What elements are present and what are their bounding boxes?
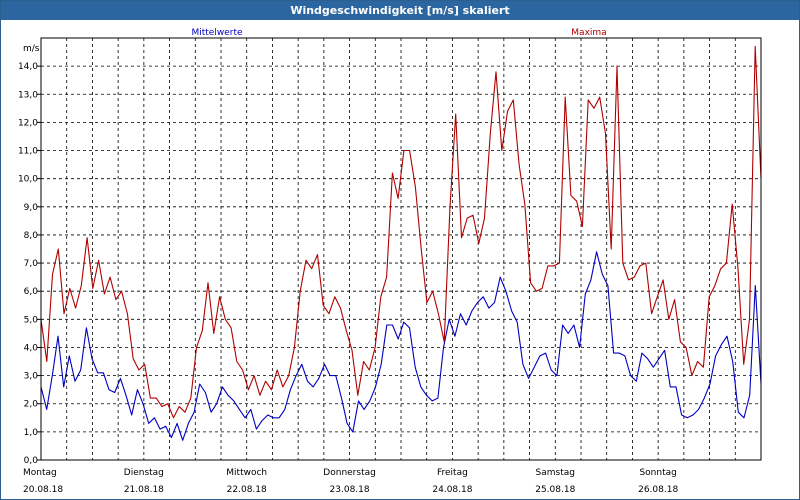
y-tick-label: 7,0 — [24, 259, 39, 269]
y-tick-label: 11,0 — [18, 147, 38, 157]
y-tick-label: 3,0 — [24, 372, 39, 382]
x-tick-day: Mittwoch — [226, 468, 267, 478]
x-tick-day: Montag — [23, 468, 57, 478]
y-tick-label: 1,0 — [24, 428, 39, 438]
y-tick-label: 12,0 — [18, 118, 38, 128]
chart-title: Windgeschwindigkeit [m/s] skaliert — [1, 1, 799, 20]
y-tick-label: 9,0 — [24, 203, 39, 213]
y-tick-label: 0,0 — [24, 456, 39, 466]
y-tick-label: 13,0 — [18, 90, 38, 100]
wind-speed-chart: m/s Mittelwerte Maxima 0,0 1,0 2,0 3,0 4,0 5,… — [18, 28, 762, 495]
x-tick-day: Samstag — [536, 468, 575, 478]
y-tick-label: 5,0 — [24, 315, 39, 325]
series-lines — [40, 45, 762, 441]
x-tick-day: Donnerstag — [323, 468, 376, 478]
x-tick-day: Sonntag — [639, 468, 676, 478]
y-tick-label: 14,0 — [18, 62, 38, 72]
x-tick-date: 20.08.18 — [23, 485, 63, 495]
y-tick-label: 8,0 — [24, 231, 39, 241]
x-tick-day: Dienstag — [124, 468, 164, 478]
x-tick-date: 21.08.18 — [124, 485, 164, 495]
y-tick-label: 10,0 — [18, 175, 38, 185]
x-tick-date: 25.08.18 — [535, 485, 575, 495]
y-tick-label: 2,0 — [24, 400, 39, 410]
x-tick-day: Freitag — [437, 468, 468, 478]
grid-lines — [37, 38, 761, 461]
series-line-mittelwerte — [40, 251, 762, 441]
x-tick-labels: Montag 20.08.18 Dienstag 21.08.18 Mittwoch 22… — [23, 468, 678, 495]
legend-mittelwerte: Mittelwerte — [191, 28, 242, 38]
x-tick-date: 23.08.18 — [330, 485, 370, 495]
plot-area-border — [40, 37, 762, 461]
x-tick-date: 22.08.18 — [227, 485, 267, 495]
x-tick-date: 24.08.18 — [432, 485, 472, 495]
legend-maxima: Maxima — [571, 28, 606, 38]
y-axis-label: m/s — [23, 44, 40, 54]
y-tick-label: 4,0 — [24, 343, 39, 353]
y-tick-label: 6,0 — [24, 287, 39, 297]
x-tick-date: 26.08.18 — [638, 485, 678, 495]
y-tick-labels: 0,0 1,0 2,0 3,0 4,0 5,0 6,0 7,0 8,0 9,0 10,0 11,0 12… — [18, 62, 38, 466]
series-line-maxima — [40, 45, 762, 419]
